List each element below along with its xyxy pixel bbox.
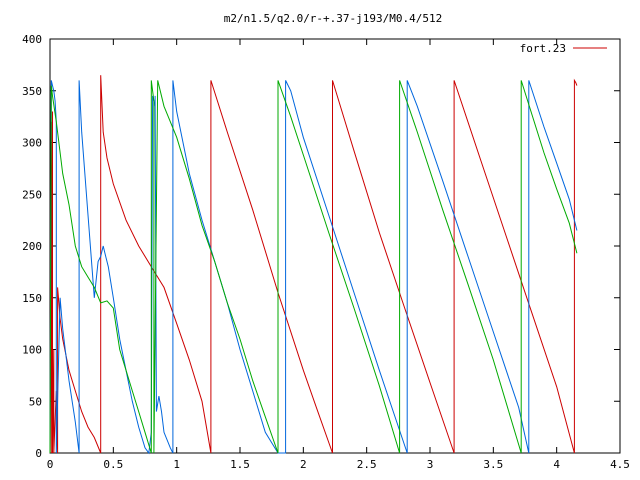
series-layer bbox=[49, 75, 578, 455]
x-tick-label: 2.5 bbox=[357, 458, 377, 471]
y-tick-label: 50 bbox=[29, 395, 42, 408]
x-tick-label: 2 bbox=[300, 458, 307, 471]
x-axis: 0 0.5 1 1.5 2 2.5 3 3.5 4 4.5 bbox=[47, 39, 630, 471]
y-tick-label: 200 bbox=[22, 240, 42, 253]
x-tick-label: 0.5 bbox=[103, 458, 123, 471]
y-tick-label: 250 bbox=[22, 188, 42, 201]
y-tick-label: 350 bbox=[22, 85, 42, 98]
y-axis: 0 50 100 150 200 250 300 350 400 bbox=[22, 33, 620, 460]
y-tick-label: 150 bbox=[22, 292, 42, 305]
x-tick-label: 3.5 bbox=[483, 458, 503, 471]
x-tick-label: 4.5 bbox=[610, 458, 630, 471]
plot-area bbox=[49, 38, 621, 454]
x-tick-label: 1.5 bbox=[230, 458, 250, 471]
x-tick-label: 3 bbox=[427, 458, 434, 471]
legend-label: fort.23 bbox=[520, 42, 566, 55]
series-line-3 bbox=[49, 80, 578, 454]
y-tick-label: 300 bbox=[22, 137, 42, 150]
chart-title: m2/n1.5/q2.0/r-+.37-j193/M0.4/512 bbox=[224, 12, 443, 25]
x-tick-label: 1 bbox=[173, 458, 180, 471]
legend: fort.23 bbox=[520, 42, 607, 55]
series-line-2 bbox=[49, 80, 578, 455]
y-tick-label: 100 bbox=[22, 344, 42, 357]
series-line-1 bbox=[49, 75, 578, 454]
y-tick-label: 0 bbox=[35, 447, 42, 460]
x-tick-label: 4 bbox=[553, 458, 560, 471]
y-tick-label: 400 bbox=[22, 33, 42, 46]
plot-border bbox=[49, 38, 621, 454]
x-tick-label: 0 bbox=[47, 458, 54, 471]
